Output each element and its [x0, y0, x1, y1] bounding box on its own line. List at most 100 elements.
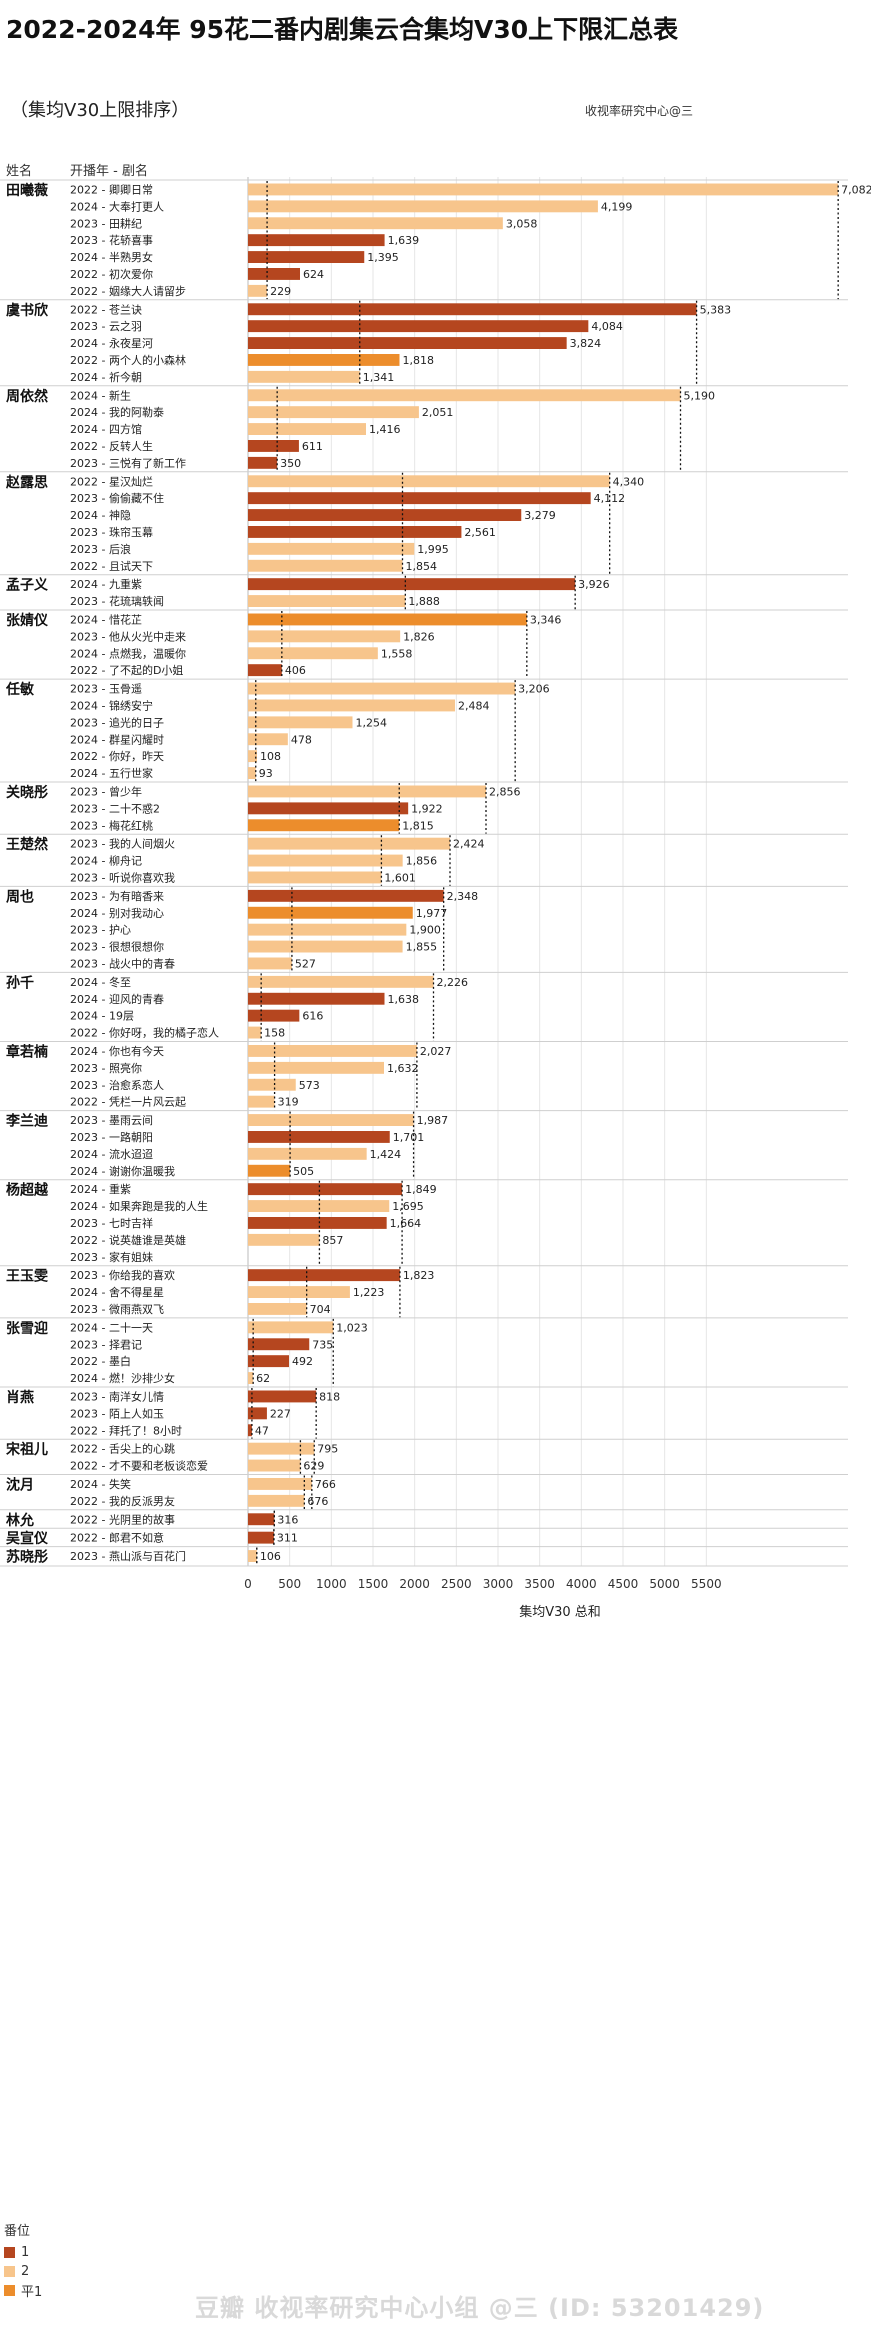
data-bar — [248, 559, 403, 572]
legend-label-2: 2 — [21, 2264, 30, 2279]
data-bar — [248, 682, 516, 695]
drama-label: 2023 - 护心 — [70, 923, 131, 937]
data-label: 704 — [310, 1303, 331, 1316]
data-bar — [248, 1478, 312, 1490]
data-label: 1,856 — [406, 855, 438, 868]
data-label: 62 — [256, 1372, 270, 1385]
data-bar — [248, 1494, 305, 1507]
data-bar — [248, 337, 567, 349]
data-bar — [248, 303, 697, 316]
data-bar — [248, 1061, 384, 1074]
data-bar — [248, 1286, 350, 1298]
drama-label: 2023 - 田耕纪 — [70, 216, 142, 230]
person-name: 张婧仪 — [6, 612, 49, 629]
data-label: 5,190 — [684, 389, 716, 402]
drama-label: 2024 - 流水迢迢 — [70, 1147, 153, 1161]
data-label: 1,900 — [409, 924, 441, 937]
drama-label: 2023 - 后浪 — [70, 542, 131, 556]
drama-label: 2024 - 二十一天 — [70, 1320, 153, 1334]
drama-label: 2024 - 锦绣安宁 — [70, 699, 153, 713]
drama-label: 2024 - 惜花芷 — [70, 613, 142, 627]
data-bar — [248, 716, 353, 729]
data-label: 316 — [277, 1513, 298, 1526]
data-bar — [248, 992, 385, 1005]
drama-label: 2024 - 四方馆 — [70, 422, 142, 436]
data-bar — [248, 630, 401, 643]
drama-label: 2024 - 重紫 — [70, 1182, 131, 1196]
x-tick-label: 2500 — [441, 1577, 472, 1591]
x-tick-label: 4500 — [608, 1577, 639, 1591]
person-name: 孙千 — [6, 974, 34, 991]
data-bar — [248, 837, 450, 850]
data-bar — [248, 767, 256, 779]
x-tick-label: 2000 — [399, 1577, 430, 1591]
drama-label: 2023 - 云之羽 — [70, 319, 142, 333]
data-label: 795 — [317, 1443, 338, 1456]
data-label: 3,926 — [578, 578, 610, 591]
person-name: 吴宣仪 — [6, 1530, 49, 1547]
drama-label: 2024 - 舍不得星星 — [70, 1285, 164, 1299]
person-name: 周也 — [6, 888, 34, 905]
drama-label: 2023 - 七时吉祥 — [70, 1216, 153, 1230]
data-bar — [248, 440, 299, 452]
data-label: 311 — [277, 1532, 298, 1545]
data-label: 2,856 — [489, 786, 521, 799]
data-label: 1,977 — [416, 907, 448, 920]
x-tick-label: 0 — [244, 1577, 252, 1591]
data-label: 1,664 — [390, 1217, 422, 1230]
person-name: 苏晓彤 — [6, 1549, 48, 1566]
drama-label: 2023 - 梅花红桃 — [70, 818, 153, 832]
drama-label: 2022 - 才不要和老板谈恋爱 — [70, 1459, 208, 1473]
person-name: 赵露思 — [5, 474, 48, 491]
data-label: 319 — [278, 1096, 299, 1109]
data-bar — [248, 940, 403, 953]
drama-label: 2023 - 陌上人如玉 — [70, 1406, 164, 1420]
data-label: 1,416 — [369, 423, 401, 436]
drama-label: 2023 - 追光的日子 — [70, 715, 164, 729]
drama-label: 2022 - 初次爱你 — [70, 267, 153, 281]
data-label: 1,558 — [381, 647, 413, 660]
data-bar — [248, 1338, 310, 1351]
drama-label: 2023 - 治愈系恋人 — [70, 1078, 164, 1092]
data-label: 4,199 — [601, 200, 633, 213]
drama-label: 2023 - 偷偷藏不住 — [70, 491, 164, 505]
data-bar — [248, 699, 455, 712]
x-tick-label: 3500 — [524, 1577, 555, 1591]
data-label: 611 — [302, 440, 323, 453]
data-label: 93 — [259, 767, 273, 780]
data-label: 616 — [302, 1010, 323, 1023]
data-bar — [248, 1390, 317, 1403]
data-bar — [248, 647, 378, 660]
drama-label: 2024 - 别对我动心 — [70, 906, 164, 920]
data-bar — [248, 1045, 417, 1057]
person-name: 周依然 — [6, 388, 48, 405]
data-bar — [248, 733, 288, 746]
data-label: 2,348 — [447, 890, 479, 903]
drama-label: 2022 - 苍兰诀 — [70, 303, 142, 316]
data-label: 2,484 — [458, 700, 490, 713]
drama-label: 2023 - 燕山派与百花门 — [70, 1549, 186, 1563]
person-name: 肖燕 — [6, 1389, 34, 1406]
data-label: 629 — [303, 1460, 324, 1473]
data-label: 527 — [295, 958, 316, 971]
data-label: 406 — [285, 664, 306, 677]
data-bar — [248, 1407, 267, 1420]
data-bar — [248, 1095, 275, 1108]
drama-label: 2023 - 墨雨云间 — [70, 1114, 153, 1127]
data-bar — [248, 423, 366, 435]
drama-label: 2023 - 二十不惑2 — [70, 801, 160, 815]
header-drama-column: 开播年 - 剧名 — [70, 164, 148, 179]
drama-label: 2024 - 如果奔跑是我的人生 — [70, 1199, 208, 1213]
drama-label: 2023 - 三悦有了新工作 — [70, 456, 186, 470]
data-bar — [248, 750, 257, 763]
drama-label: 2024 - 点燃我，温暖你 — [70, 646, 186, 660]
data-label: 1,818 — [403, 354, 435, 367]
drama-label: 2022 - 且试天下 — [70, 560, 153, 573]
data-label: 3,058 — [506, 217, 538, 230]
x-tick-label: 4000 — [566, 1577, 597, 1591]
data-label: 229 — [270, 285, 291, 298]
drama-label: 2024 - 谢谢你温暖我 — [70, 1164, 175, 1178]
data-bar — [248, 975, 434, 988]
drama-label: 2024 - 神隐 — [70, 508, 131, 522]
data-bar — [248, 475, 610, 488]
